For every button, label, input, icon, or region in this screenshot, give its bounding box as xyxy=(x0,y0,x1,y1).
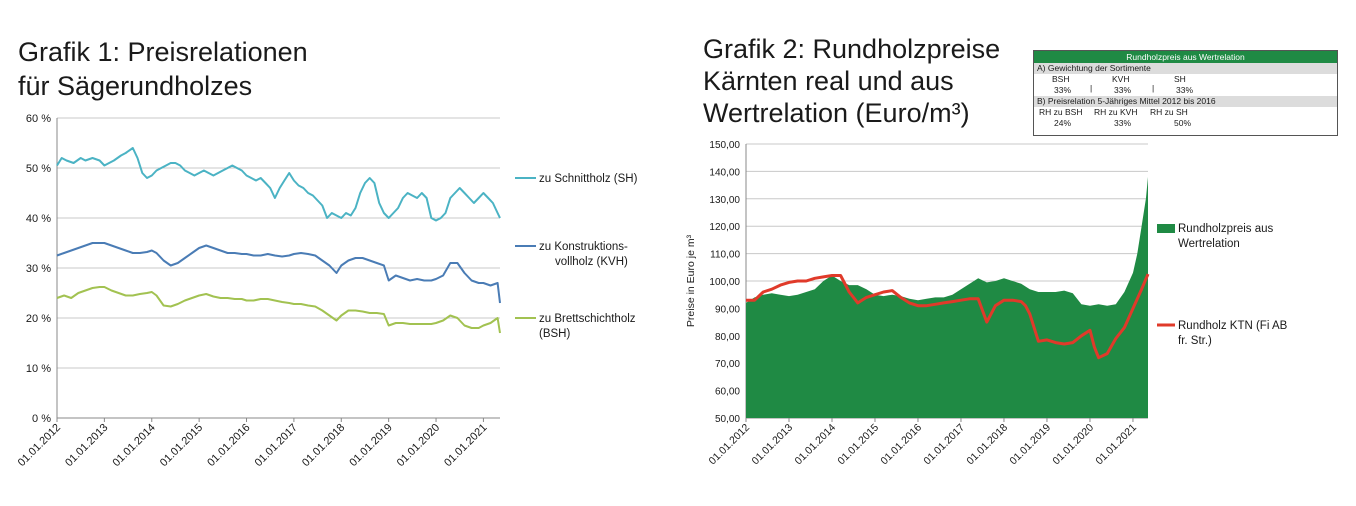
y-tick-label: 30 % xyxy=(26,263,51,275)
legend-label: vollholz (KVH) xyxy=(555,256,628,268)
y-tick-label: 130,00 xyxy=(709,195,740,206)
y-tick-label: 10 % xyxy=(26,363,51,375)
line-series xyxy=(746,273,1150,360)
col-kvh: KVH xyxy=(1112,74,1130,84)
y-axis-title: Preise in Euro je m³ xyxy=(685,234,697,327)
chart2-title-line2: Kärnten real und aus xyxy=(703,66,954,96)
col-bsh: BSH xyxy=(1052,74,1070,84)
x-tick-label: 01.01.2013 xyxy=(749,422,795,468)
val-bsh: 33% xyxy=(1054,85,1072,95)
col-rh-sh: RH zu SH xyxy=(1150,107,1188,117)
legend-label: fr. Str.) xyxy=(1178,335,1212,347)
info-row-b-vals: 24% 33% 50% xyxy=(1034,118,1337,129)
chart2-title-line3: Wertrelation (Euro/m³) xyxy=(703,98,970,128)
y-tick-label: 60,00 xyxy=(715,387,740,398)
y-tick-label: 140,00 xyxy=(709,167,740,178)
legend-label: zu Konstruktions- xyxy=(539,241,628,253)
val-kvh: 33% xyxy=(1114,85,1132,95)
val-rh-sh: 50% xyxy=(1174,118,1192,128)
y-tick-label: 50 % xyxy=(26,163,51,175)
info-table: Rundholzpreis aus Wertrelation A) Gewich… xyxy=(1033,50,1338,136)
legend-label: Rundholz KTN (Fi AB xyxy=(1178,320,1288,332)
y-tick-label: 90,00 xyxy=(715,304,740,315)
val-rh-bsh: 24% xyxy=(1054,118,1072,128)
y-tick-label: 40 % xyxy=(26,213,51,225)
chart1-title-line2: für Sägerundholzes xyxy=(18,71,253,101)
info-section-a: A) Gewichtung der Sortimente xyxy=(1034,63,1337,74)
col-rh-bsh: RH zu BSH xyxy=(1039,107,1083,117)
y-tick-label: 60 % xyxy=(26,113,51,125)
x-tick-label: 01.01.2016 xyxy=(878,422,924,468)
val-rh-kvh: 33% xyxy=(1114,118,1132,128)
y-tick-label: 20 % xyxy=(26,313,51,325)
info-table-header: Rundholzpreis aus Wertrelation xyxy=(1034,51,1337,63)
x-tick-label: 01.01.2015 xyxy=(835,422,881,468)
legend-label: zu Schnittholz (SH) xyxy=(539,173,638,185)
x-tick-label: 01.01.2014 xyxy=(792,422,838,468)
y-tick-label: 150,00 xyxy=(709,140,740,151)
x-tick-label: 01.01.2018 xyxy=(964,422,1010,468)
legend-label: Wertrelation xyxy=(1178,238,1240,250)
y-tick-label: 120,00 xyxy=(709,222,740,233)
divider: | xyxy=(1152,83,1155,93)
legend-label: Rundholzpreis aus xyxy=(1178,223,1274,235)
info-section-b: B) Preisrelation 5-Jähriges Mittel 2012 … xyxy=(1034,96,1337,107)
area-series xyxy=(746,176,1148,418)
series-line-1 xyxy=(56,242,501,304)
x-tick-label: 01.01.2019 xyxy=(1007,422,1053,468)
x-tick-label: 01.01.2021 xyxy=(1093,422,1139,468)
info-row-a-vals: 33% | 33% | 33% xyxy=(1034,83,1337,96)
x-tick-label: 01.01.2012 xyxy=(706,422,752,468)
val-sh: 33% xyxy=(1176,85,1194,95)
col-sh: SH xyxy=(1174,74,1186,84)
y-tick-label: 80,00 xyxy=(715,332,740,343)
y-tick-label: 0 % xyxy=(32,413,51,425)
y-tick-label: 70,00 xyxy=(715,359,740,370)
legend-label: (BSH) xyxy=(539,328,570,340)
chart1-title-line1: Grafik 1: Preisrelationen xyxy=(18,37,308,67)
x-tick-label: 01.01.2020 xyxy=(1050,422,1096,468)
y-tick-label: 100,00 xyxy=(709,277,740,288)
y-tick-label: 110,00 xyxy=(710,250,740,261)
col-rh-kvh: RH zu KVH xyxy=(1094,107,1138,117)
legend-label: zu Brettschichtholz xyxy=(539,313,636,325)
series-line-0 xyxy=(56,147,501,222)
x-tick-label: 01.01.2017 xyxy=(921,422,967,468)
legend-swatch-area xyxy=(1157,224,1175,233)
y-tick-label: 50,00 xyxy=(715,414,740,425)
series-line-2 xyxy=(56,286,501,334)
info-row-b-cols: RH zu BSH RH zu KVH RH zu SH xyxy=(1034,107,1337,118)
chart2-title-line1: Grafik 2: Rundholzpreise xyxy=(703,34,1001,64)
divider: | xyxy=(1090,83,1093,93)
info-row-a-cols: BSH KVH SH xyxy=(1034,74,1337,85)
